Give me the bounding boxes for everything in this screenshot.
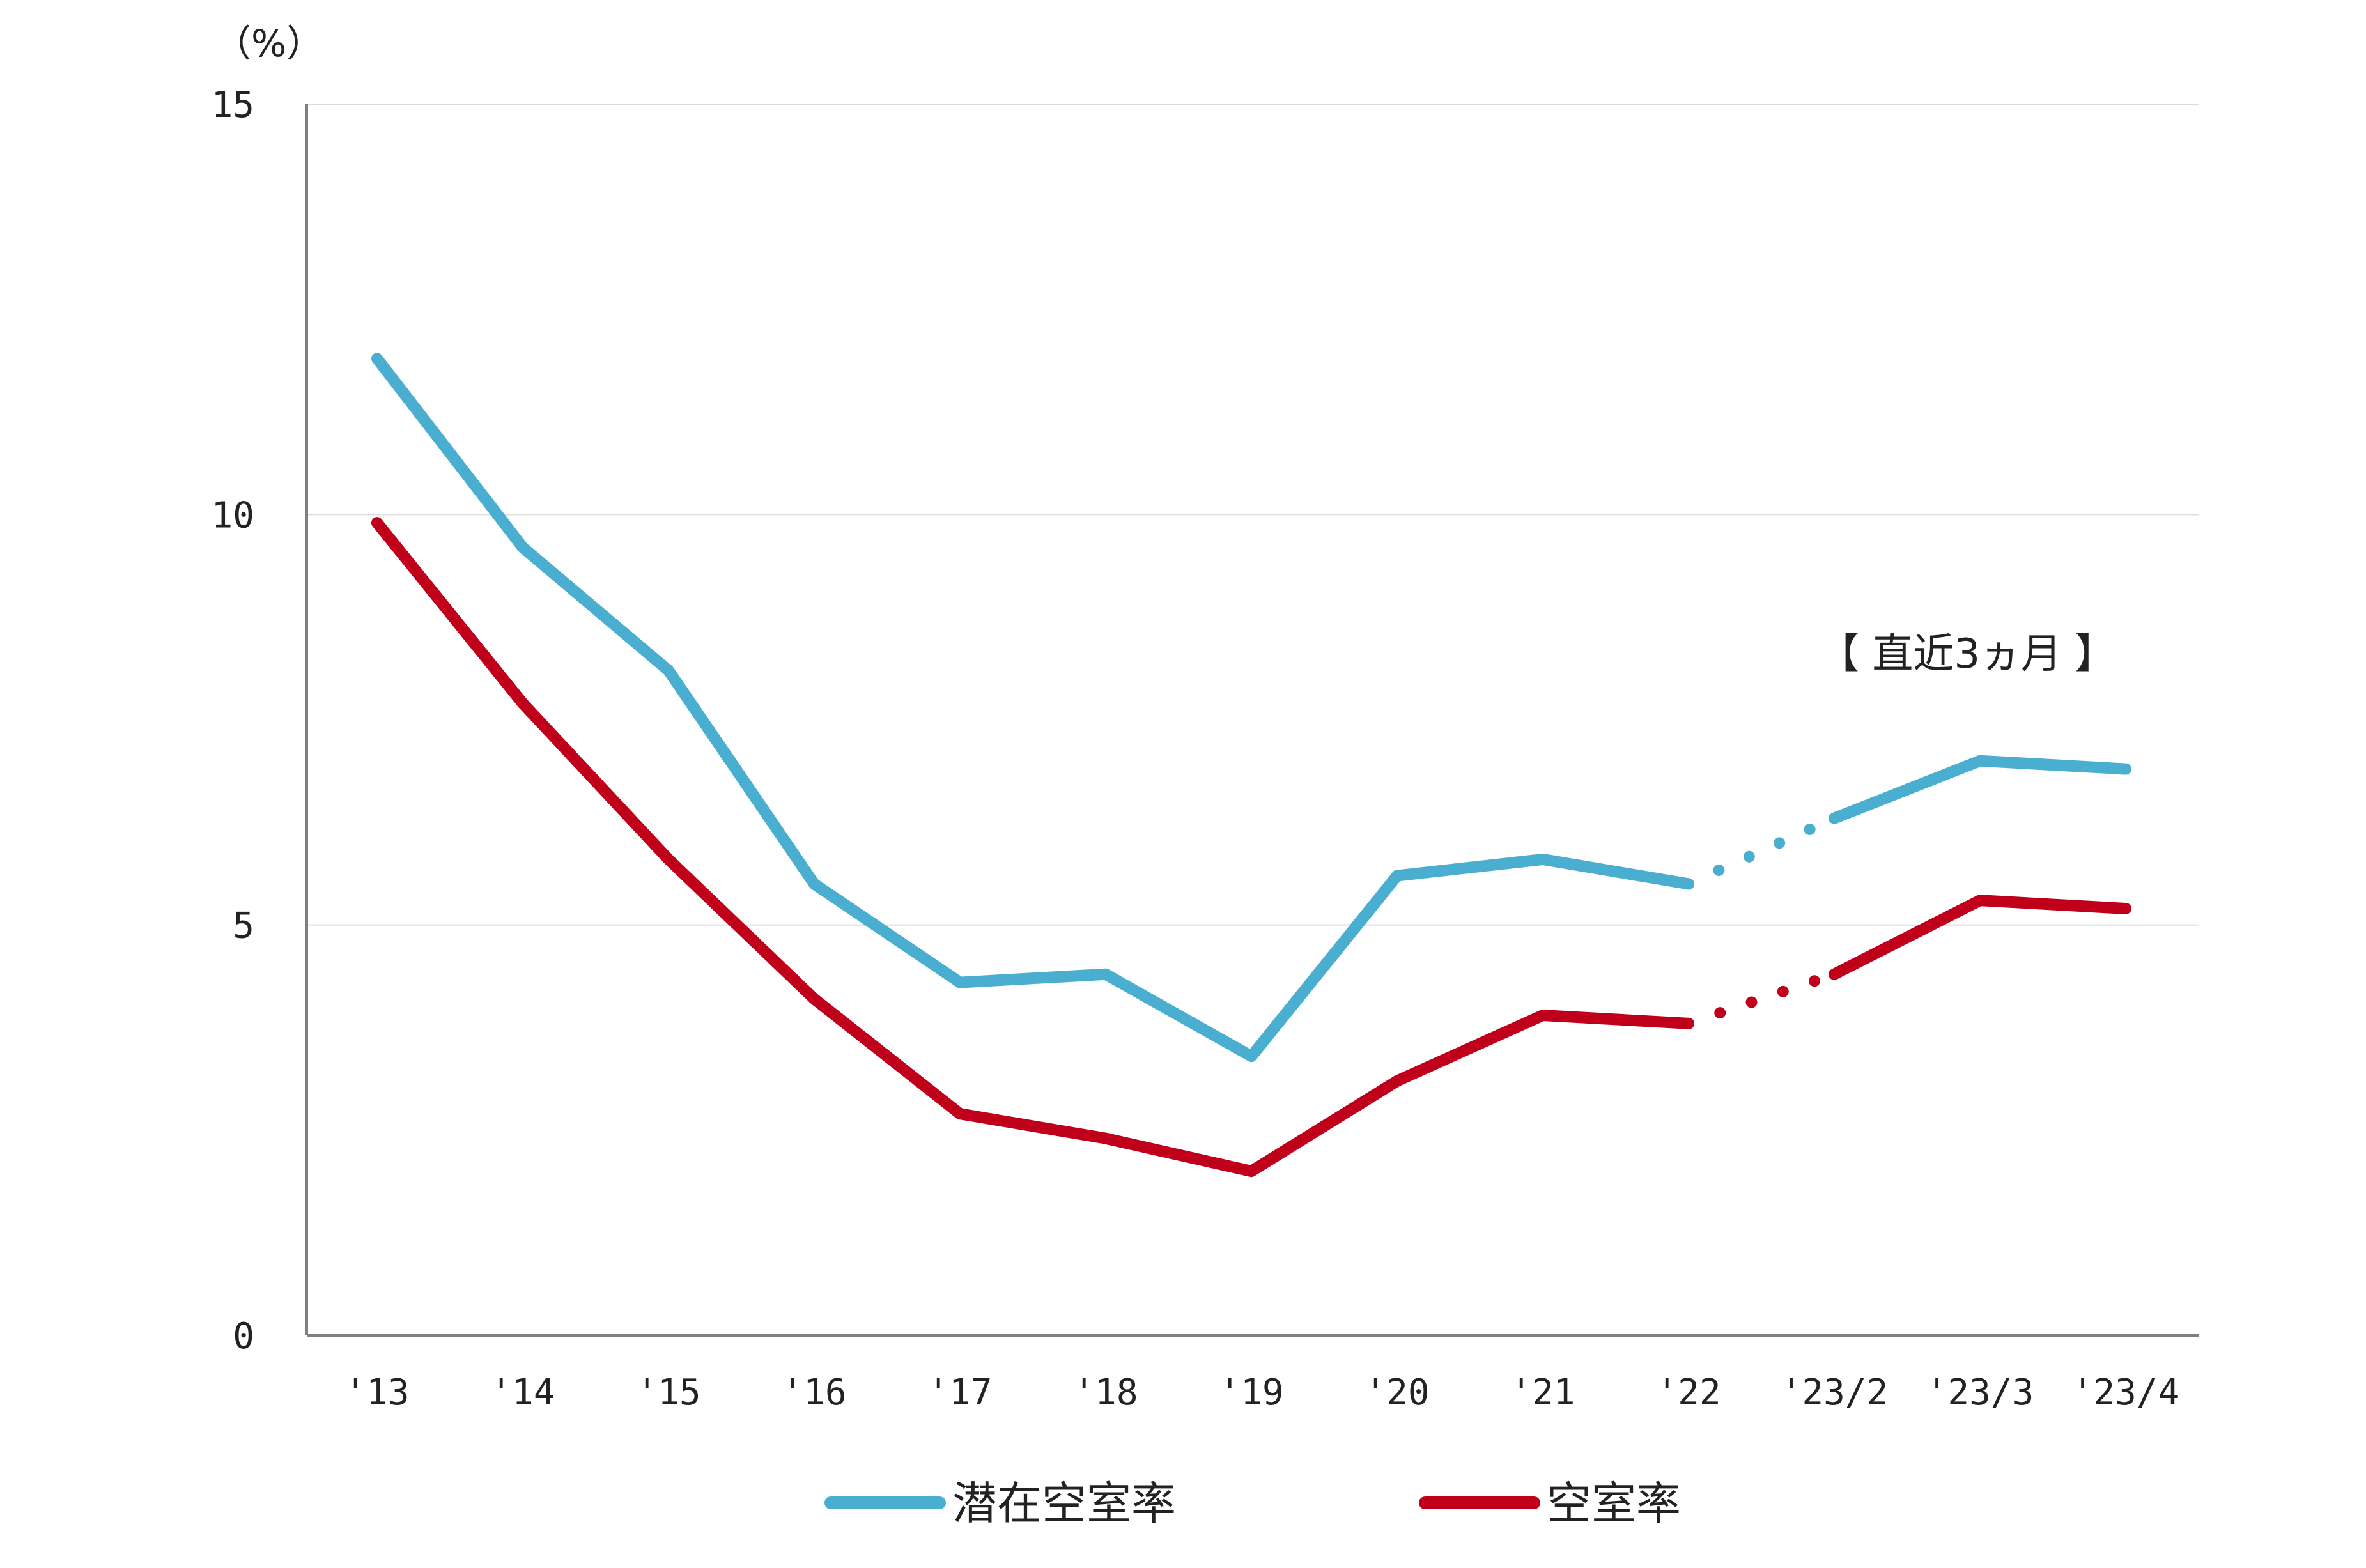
x-tick-label-'15: '15 <box>636 1372 700 1413</box>
x-tick-label-'21: '21 <box>1510 1372 1575 1413</box>
series-0-line-recent <box>1829 755 2131 824</box>
gridlines <box>307 104 2199 926</box>
series-1-dotted-connector <box>1683 968 1840 1029</box>
x-tick-labels: '13 '14 '15 '16 '17 '18 '19 '20 '21 '22 '23/2 '23/3… <box>344 1372 2179 1413</box>
y-tick-labels: 0 5 10 15 <box>212 84 254 1357</box>
y-tick-label-0: 0 <box>233 1316 254 1357</box>
y-tick-label-5: 5 <box>233 905 254 947</box>
x-tick-label-'23/3: '23/3 <box>1926 1372 2034 1413</box>
y-axis-unit-label: （%） <box>214 22 323 65</box>
x-tick-label-'22: '22 <box>1656 1372 1720 1413</box>
x-tick-label-'23/4: '23/4 <box>2072 1372 2180 1413</box>
axes <box>305 104 2199 1337</box>
series-0-line-annual <box>371 353 1694 1063</box>
x-tick-label-'14: '14 <box>490 1372 555 1413</box>
x-tick-label-'16: '16 <box>782 1372 846 1413</box>
series-1-line-recent <box>1829 895 2131 980</box>
x-tick-label-'18: '18 <box>1073 1372 1138 1413</box>
y-tick-label-10: 10 <box>212 495 254 536</box>
x-tick-label-'23/2: '23/2 <box>1781 1372 1889 1413</box>
series-lines <box>371 353 2131 1178</box>
x-tick-label-'17: '17 <box>927 1372 992 1413</box>
x-tick-label-'20: '20 <box>1365 1372 1429 1413</box>
x-tick-label-'19: '19 <box>1219 1372 1283 1413</box>
legend: 潜在空室率 空室率 <box>824 1477 1681 1530</box>
legend-label-0: 潜在空室率 <box>952 1477 1176 1530</box>
recent-months-annotation: 【 直近3ヵ月 】 <box>1818 631 2115 678</box>
series-1-line-annual <box>371 517 1694 1178</box>
y-tick-label-15: 15 <box>212 84 254 126</box>
x-tick-label-'13: '13 <box>344 1372 409 1413</box>
series-0-dotted-connector <box>1683 812 1840 890</box>
legend-label-1: 空室率 <box>1547 1477 1681 1530</box>
